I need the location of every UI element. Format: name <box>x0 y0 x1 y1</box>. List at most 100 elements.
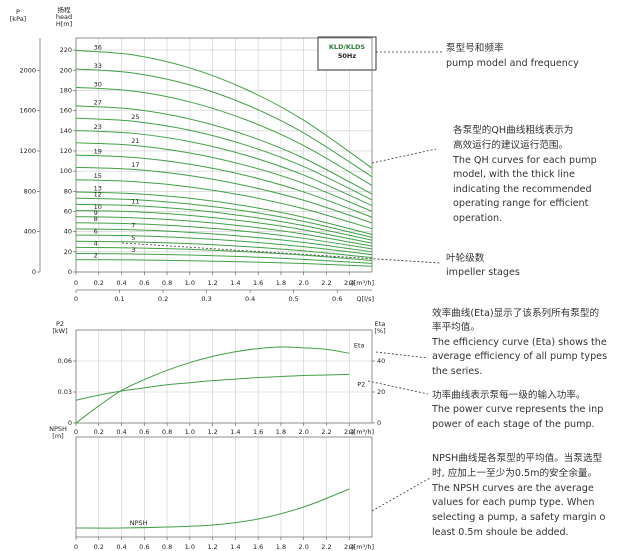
note: The NPSH curves are the average <box>431 483 594 494</box>
series-label: 3 <box>131 246 135 254</box>
curve <box>75 154 373 218</box>
note: 功率曲线表示泵每一级的输入功率。 <box>432 389 586 401</box>
note: 时, 应加上一至少为0.5m的安全余量。 <box>432 467 597 479</box>
model-name: KLD/KLDS <box>329 43 366 51</box>
p-tick-label: 1200 <box>19 147 36 155</box>
curve <box>75 209 373 244</box>
x-tick-label: 0.4 <box>116 543 126 551</box>
note: The QH curves for each pump <box>452 155 597 166</box>
note: operation. <box>453 213 502 224</box>
curve <box>75 373 350 401</box>
note: indicating the recommended <box>453 184 592 195</box>
curve <box>75 191 373 235</box>
y2-tick-label: 40 <box>377 357 385 365</box>
x-tick-label: 2.4 <box>344 428 354 436</box>
x-tick-label: 2.4 <box>344 279 354 287</box>
note: least 0.5m shoule be added. <box>432 527 569 538</box>
series-label: 9 <box>94 209 98 217</box>
series-label: 21 <box>131 137 139 145</box>
x-tick-label: 1.4 <box>230 543 240 551</box>
x-axis-label: Q[m³/h] <box>349 543 374 551</box>
series-label: 33 <box>94 62 102 70</box>
series-label: 36 <box>94 44 102 52</box>
x-tick-label: 1.8 <box>276 543 286 551</box>
series-label: 17 <box>131 161 139 169</box>
x-tick-label: 1.2 <box>207 428 217 436</box>
y-axis-label: H[m] <box>56 20 72 28</box>
y-tick-label: 0.03 <box>58 388 72 396</box>
x-axis-label: Q[m³/h] <box>349 279 374 287</box>
series-label: 25 <box>131 113 139 121</box>
series-label: 8 <box>94 215 98 223</box>
x-tick-label: 1.2 <box>207 279 217 287</box>
p-axis-label: P <box>16 8 20 16</box>
note: The efficiency curve (Eta) shows the <box>431 337 607 348</box>
y-tick-label: 200 <box>60 66 72 74</box>
x-tick-label: 0.4 <box>116 279 126 287</box>
x2-axis-label: Q[l/s] <box>356 295 374 303</box>
x2-tick-label: 0.1 <box>114 295 124 303</box>
curve <box>75 253 373 264</box>
x-tick-label: 1.6 <box>253 279 263 287</box>
note: 泵型号和频率 <box>446 42 504 54</box>
curve <box>75 346 350 424</box>
y2-axis-label: Eta <box>375 320 386 328</box>
y-tick-label: 0 <box>68 419 72 427</box>
series-label: 27 <box>94 99 102 107</box>
x2-tick-label: 0.5 <box>288 295 298 303</box>
x-tick-label: 0.8 <box>162 279 172 287</box>
model-frequency: 50Hz <box>338 52 356 60</box>
note: model, with the thick line <box>453 169 575 180</box>
x-tick-label: 1.0 <box>185 543 195 551</box>
curve <box>75 105 373 195</box>
curve <box>75 117 373 201</box>
curve <box>75 86 373 186</box>
y-tick-label: 0 <box>68 268 72 276</box>
model-box <box>317 36 377 71</box>
note: power of each stage of the pump. <box>432 419 595 430</box>
note: selecting a pump, a safety margin o <box>432 512 605 523</box>
x2-tick-label: 0.3 <box>201 295 211 303</box>
series-label: NPSH <box>130 519 148 527</box>
curve <box>75 246 373 262</box>
x-tick-label: 0.6 <box>139 279 149 287</box>
note: average efficiency of all pump types <box>432 351 607 362</box>
x-tick-label: 0.2 <box>94 543 104 551</box>
series-label: 19 <box>94 148 102 156</box>
x-tick-label: 0.6 <box>139 428 149 436</box>
series-label: 6 <box>94 227 98 235</box>
curve <box>75 216 373 247</box>
note: impeller stages <box>446 267 520 278</box>
curve <box>75 203 373 241</box>
note: pump model and frequency <box>446 58 579 69</box>
note: 率平均值。 <box>432 321 480 333</box>
x-tick-label: 2.4 <box>344 543 354 551</box>
curve <box>75 166 373 224</box>
p-tick-label: 400 <box>24 228 36 236</box>
x2-tick-label: 0.2 <box>158 295 168 303</box>
x-tick-label: 0.2 <box>94 279 104 287</box>
x-tick-label: 2.2 <box>321 428 331 436</box>
y-axis-label: 扬程 <box>58 5 72 14</box>
p-tick-label: 0 <box>32 268 36 276</box>
x-tick-label: 1.2 <box>207 543 217 551</box>
note: 高效运行的建议运行范围。 <box>453 139 568 151</box>
x-tick-label: 2.2 <box>321 543 331 551</box>
y2-tick-label: 0 <box>377 419 381 427</box>
curve <box>75 197 373 238</box>
plot-area <box>75 329 373 424</box>
series-label: 15 <box>94 172 102 180</box>
curve <box>75 222 373 250</box>
x-tick-label: 1.6 <box>253 543 263 551</box>
y-tick-label: 0.06 <box>58 357 72 365</box>
x-tick-label: 0.6 <box>139 543 149 551</box>
leader <box>121 242 441 264</box>
curve <box>75 234 373 256</box>
series-label: 23 <box>94 123 102 131</box>
y-tick-label: 60 <box>64 207 72 215</box>
leader <box>371 477 431 512</box>
y2-tick-label: 20 <box>377 388 385 396</box>
series-label: 7 <box>131 222 135 230</box>
x-tick-label: 1.4 <box>230 428 240 436</box>
series-label: 2 <box>94 252 98 260</box>
